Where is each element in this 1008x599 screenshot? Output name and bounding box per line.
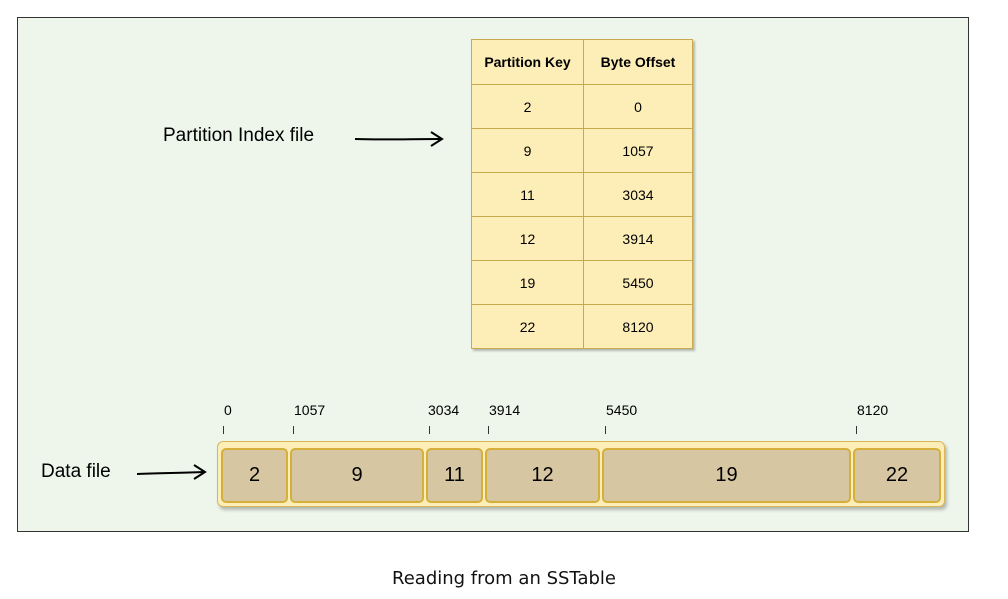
offset-tick [429,426,430,434]
data-partition-segment: 12 [485,448,600,503]
byte-offset-cell: 8120 [583,304,693,349]
data-partition-segment: 2 [221,448,288,503]
partition-key-cell: 19 [471,260,584,305]
offset-tick [488,426,489,434]
data-file-label: Data file [41,461,111,482]
index-arrow-icon [354,131,444,147]
offset-tick [223,426,224,434]
byte-offset-cell: 1057 [583,128,693,173]
table-row: 22 8120 [471,304,693,349]
table-row: 12 3914 [471,216,693,261]
index-table-header-row: Partition Key Byte Offset [471,39,693,85]
data-partition-segment: 11 [426,448,483,503]
offset-label: 5450 [606,402,638,418]
partition-key-cell: 11 [471,172,584,217]
diagram-canvas: Partition Index file Partition Key Byte … [17,17,969,532]
table-row: 2 0 [471,84,693,129]
offset-tick [856,426,857,434]
partition-index-label: Partition Index file [163,125,315,146]
offset-label: 3034 [428,402,460,418]
data-partition-segment: 22 [853,448,941,503]
byte-offset-cell: 3034 [583,172,693,217]
data-partition-segment: 9 [290,448,424,503]
byte-offset-cell: 5450 [583,260,693,305]
offset-tick [293,426,294,434]
partition-key-cell: 22 [471,304,584,349]
partition-key-cell: 2 [471,84,584,129]
header-partition-key: Partition Key [471,39,584,85]
table-row: 11 3034 [471,172,693,217]
partition-index-table: Partition Key Byte Offset 2 0 9 1057 11 … [471,39,693,349]
offset-label: 3914 [489,402,521,418]
table-row: 19 5450 [471,260,693,305]
offset-tick [605,426,606,434]
offset-label: 0 [224,402,232,418]
data-arrow-icon [136,464,207,480]
partition-key-cell: 9 [471,128,584,173]
byte-offset-cell: 3914 [583,216,693,261]
figure-caption: Reading from an SSTable [392,568,616,589]
offset-label: 8120 [857,402,889,418]
partition-key-cell: 12 [471,216,584,261]
byte-offset-cell: 0 [583,84,693,129]
table-row: 9 1057 [471,128,693,173]
header-byte-offset: Byte Offset [583,39,693,85]
data-partition-segment: 19 [602,448,851,503]
offset-label: 1057 [294,402,326,418]
